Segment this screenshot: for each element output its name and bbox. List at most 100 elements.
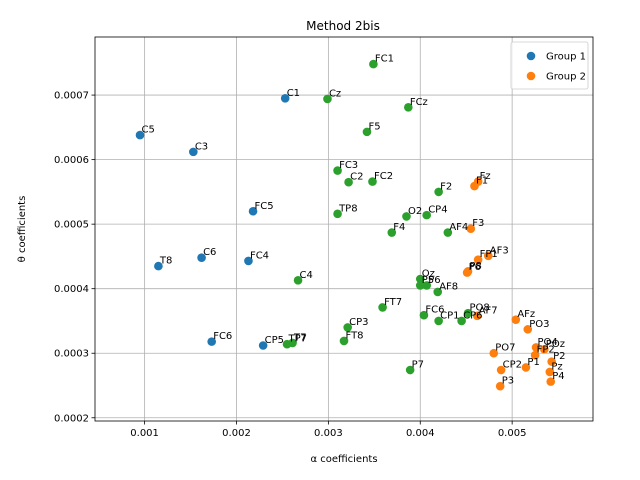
- point-label: FT8: [346, 330, 364, 341]
- point-label: FP2: [537, 345, 555, 356]
- scatter-point: [293, 276, 303, 285]
- chart-title: Method 2bis: [306, 19, 380, 33]
- scatter-point: [135, 130, 145, 140]
- scatter-point: [378, 303, 387, 312]
- point-label: F5: [368, 121, 380, 132]
- point-label: CP3: [349, 317, 368, 328]
- point-label: CP4: [428, 205, 447, 216]
- point-label: AF4: [449, 222, 468, 233]
- point-label: PO7: [495, 343, 515, 354]
- scatter-point: [333, 209, 342, 219]
- point-label: CP6: [463, 310, 482, 321]
- x-tick-label: 0.004: [406, 428, 435, 439]
- scatter-point: [462, 268, 472, 277]
- y-axis-label: θ coefficients: [17, 196, 28, 263]
- scatter-point: [415, 274, 425, 284]
- point-label: T7: [293, 332, 306, 343]
- plot-area-frame: [94, 36, 594, 422]
- scatter-point: [369, 59, 378, 69]
- point-label: O2: [408, 206, 422, 217]
- point-label: CP2: [503, 360, 522, 371]
- x-tick-label: 0.001: [130, 428, 159, 439]
- point-label: CP5: [265, 335, 284, 346]
- point-label: AF8: [439, 281, 458, 292]
- scatter-point: [540, 345, 549, 354]
- scatter-point: [405, 365, 415, 375]
- legend-label: Group 2: [546, 72, 586, 83]
- point-label: P1: [527, 357, 539, 368]
- point-label: P7: [412, 360, 424, 371]
- point-label: FC3: [339, 160, 358, 171]
- scatter-point: [197, 253, 206, 263]
- point-label: FC2: [374, 171, 393, 182]
- scatter-point: [422, 210, 431, 220]
- scatter-point: [495, 381, 505, 391]
- scatter-point: [530, 350, 540, 360]
- point-label: F1: [476, 176, 488, 187]
- y-tick-label: 0.0006: [54, 155, 89, 166]
- y-tick-label: 0.0007: [54, 91, 89, 102]
- scatter-point: [457, 316, 466, 326]
- point-label: TP8: [338, 203, 358, 214]
- point-label: POz: [546, 339, 565, 350]
- x-tick-label: 0.002: [222, 428, 251, 439]
- scatter-point: [545, 367, 555, 377]
- scatter-point: [419, 310, 429, 320]
- point-label: FP1: [480, 249, 498, 260]
- scatter-point: [511, 315, 521, 324]
- x-tick-label: 0.005: [498, 428, 527, 439]
- scatter-point: [368, 177, 377, 186]
- point-label: C1: [287, 88, 300, 99]
- point-label: Pz: [551, 361, 562, 372]
- scatter-point: [463, 308, 473, 318]
- point-label: FC6: [425, 305, 444, 316]
- scatter-point: [288, 338, 297, 348]
- y-tick-label: 0.0005: [54, 220, 89, 231]
- scatter-point: [434, 316, 443, 326]
- point-label: C5: [142, 125, 155, 136]
- legend: Group 1 Group 2: [510, 41, 589, 90]
- point-label: Fz: [480, 171, 491, 182]
- scatter-point: [244, 256, 253, 266]
- point-label: F4: [393, 222, 405, 233]
- scatter-point: [207, 337, 216, 346]
- point-label: Cz: [329, 88, 341, 99]
- point-label: P8: [470, 261, 482, 272]
- x-tick-label: 0.003: [314, 428, 343, 439]
- point-label: FCz: [410, 97, 428, 108]
- point-label: P6: [428, 275, 440, 286]
- scatter-point: [434, 187, 443, 197]
- scatter-point: [258, 341, 268, 350]
- point-label: F2: [440, 181, 452, 192]
- point-label: P4: [552, 371, 564, 382]
- scatter-point: [280, 94, 290, 103]
- scatter-point: [422, 281, 431, 290]
- y-tick-label: 0.0002: [54, 413, 89, 424]
- scatter-point: [547, 357, 556, 366]
- scatter-point: [470, 181, 479, 191]
- scatter-point: [362, 127, 372, 137]
- point-label: AF7: [479, 305, 498, 316]
- scatter-point: [387, 228, 397, 237]
- scatter-point: [523, 325, 533, 334]
- scatter-point: [323, 94, 332, 104]
- point-label: P5: [422, 275, 434, 286]
- scatter-point: [189, 147, 198, 157]
- point-label: Oz: [422, 269, 435, 280]
- scatter-point: [443, 228, 453, 237]
- legend-label: Group 1: [546, 52, 586, 63]
- scatter-point: [248, 206, 258, 216]
- scatter-point: [404, 103, 413, 112]
- axis-ticks: 0.001 0.002 0.003 0.004 0.005 0.0002 0.0003 0.0…: [54, 91, 526, 439]
- point-label: FT7: [384, 297, 402, 308]
- scatter-point: [344, 177, 353, 187]
- scatter-point: [154, 261, 163, 271]
- point-label: TP7: [288, 334, 308, 345]
- scatter-point: [489, 348, 499, 358]
- scatter-point: [473, 255, 483, 264]
- point-label: C2: [350, 172, 363, 183]
- point-label: C3: [195, 141, 208, 152]
- scatter-point: [531, 343, 541, 352]
- point-label: T8: [159, 256, 172, 267]
